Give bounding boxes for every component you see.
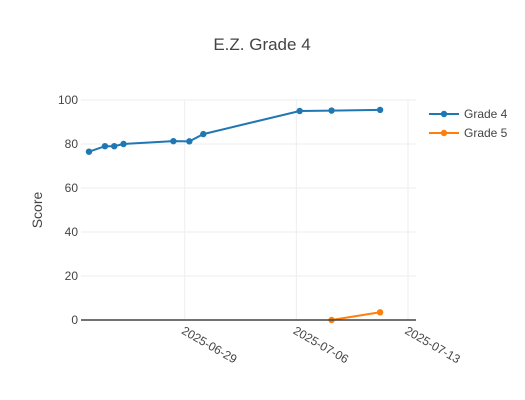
data-point[interactable]	[376, 309, 384, 316]
chart-title: E.Z. Grade 4	[213, 35, 310, 54]
data-point[interactable]	[170, 137, 177, 145]
series-line	[331, 311, 381, 321]
y-tick-label: 60	[65, 181, 79, 195]
data-point[interactable]	[200, 130, 207, 138]
y-tick-label: 40	[65, 225, 79, 239]
legend-label[interactable]: Grade 5	[464, 126, 508, 140]
data-point[interactable]	[328, 107, 335, 114]
x-axis: 2025-06-29 2025-07-06 2025-07-13	[179, 323, 463, 366]
data-point[interactable]	[186, 138, 193, 145]
legend-marker	[440, 129, 448, 137]
data-point[interactable]	[376, 106, 384, 114]
y-tick-label: 0	[71, 313, 78, 327]
x-tick-label: 2025-07-06	[291, 323, 351, 366]
y-axis: 0 20 40 60 80 100	[58, 93, 78, 327]
y-axis-title: Score	[29, 192, 45, 229]
x-tick-label: 2025-07-13	[403, 323, 463, 366]
x-tick-label: 2025-06-29	[179, 323, 239, 366]
data-point[interactable]	[296, 107, 303, 115]
data-point[interactable]	[101, 143, 109, 150]
y-tick-label: 80	[65, 137, 79, 151]
plot-area	[81, 106, 416, 324]
data-point[interactable]	[120, 140, 127, 148]
data-point[interactable]	[111, 143, 118, 150]
y-tick-label: 20	[65, 269, 79, 283]
legend[interactable]: Grade 4 Grade 5	[429, 107, 508, 140]
legend-label[interactable]: Grade 4	[464, 107, 508, 121]
legend-marker	[440, 110, 448, 118]
y-tick-label: 100	[58, 93, 78, 107]
grid	[81, 99, 416, 320]
data-point[interactable]	[85, 148, 93, 155]
series-line	[88, 108, 381, 153]
